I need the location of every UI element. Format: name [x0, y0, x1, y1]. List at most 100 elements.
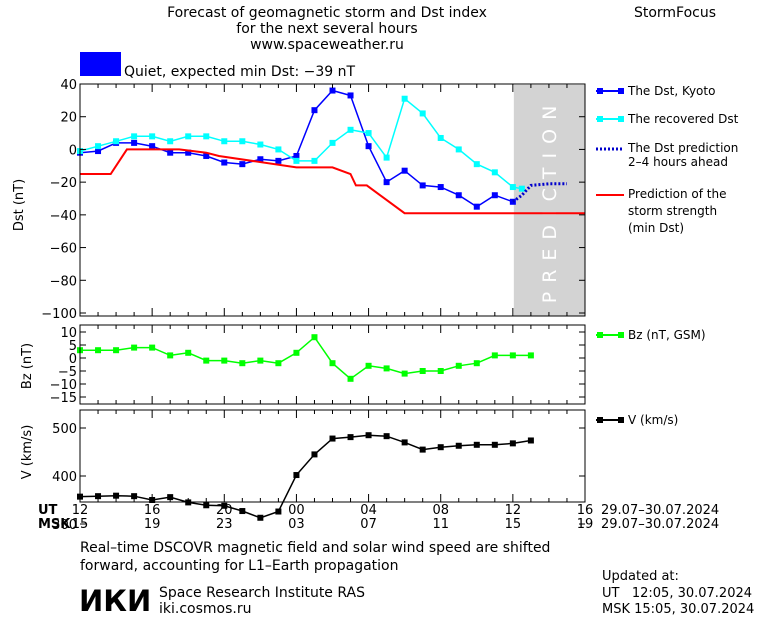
ut-tick-label: 08	[432, 503, 449, 518]
legend-storm-strength-line-2: storm strength	[628, 204, 717, 218]
ut-tick-label: 16	[577, 503, 594, 518]
data-point	[95, 493, 102, 500]
institute-site: iki.cosmos.ru	[159, 601, 251, 617]
y-tick-label: −80	[50, 274, 77, 289]
footer-note-line-2: forward, accounting for L1–Earth propaga…	[80, 558, 399, 574]
y-tick-label: 10	[60, 326, 77, 341]
data-point	[257, 514, 264, 521]
updated-label: Updated at:	[602, 569, 679, 584]
data-point	[167, 494, 174, 501]
data-point	[149, 143, 156, 150]
data-point	[275, 508, 282, 515]
legend-recovered-dst: The recovered Dst	[596, 112, 739, 126]
data-point	[437, 444, 444, 451]
series-line-the-dst-prediction	[512, 182, 567, 204]
y-tick-label: 5	[69, 339, 77, 354]
data-point	[527, 437, 534, 444]
series-line-bz-nt-gsm-	[80, 336, 531, 380]
data-point	[257, 357, 264, 364]
data-point	[419, 368, 426, 374]
data-point	[239, 508, 246, 515]
data-point	[293, 152, 300, 159]
data-point	[419, 182, 426, 189]
ut-tick-label: 12	[72, 503, 89, 518]
data-point	[257, 156, 264, 163]
data-point	[473, 360, 480, 367]
y-tick-label: 0	[69, 352, 77, 367]
data-point	[401, 95, 408, 102]
data-point	[365, 143, 372, 150]
y-tick-label: −20	[50, 176, 77, 191]
data-point	[203, 502, 210, 509]
msk-tick-label: 23	[216, 517, 233, 532]
data-point	[293, 349, 300, 356]
data-point	[401, 439, 408, 446]
data-point	[473, 203, 480, 210]
data-point	[509, 198, 516, 205]
data-point	[293, 157, 300, 164]
msk-date-range: 29.07–30.07.2024	[601, 517, 719, 532]
data-point	[509, 352, 516, 359]
data-point	[473, 161, 480, 168]
legend-dst-prediction: The Dst prediction 2–4 hours ahead	[596, 141, 738, 169]
dst-axis-title: Dst (nT)	[12, 179, 27, 231]
ut-tick-label: 00	[288, 503, 305, 518]
data-point	[329, 139, 336, 146]
data-point	[347, 375, 354, 382]
data-point	[509, 440, 516, 447]
prediction-label: PREDICTION	[539, 97, 561, 304]
legend-storm-strength-line-1: Prediction of the	[628, 187, 727, 201]
data-point	[347, 92, 354, 99]
data-point	[131, 139, 138, 146]
msk-tick-label: 15	[505, 517, 522, 532]
data-point	[509, 184, 516, 191]
iki-logo: ИКИ	[79, 584, 151, 618]
data-point	[275, 157, 282, 164]
legend: The Dst, Kyoto The recovered Dst The Dst…	[596, 84, 739, 427]
data-point	[419, 446, 426, 453]
data-point	[437, 368, 444, 374]
legend-dst-kyoto: The Dst, Kyoto	[596, 84, 715, 98]
legend-recovered-dst-label: The recovered Dst	[627, 112, 739, 126]
msk-tick-label: 07	[360, 517, 377, 532]
data-point	[527, 352, 534, 359]
legend-storm-strength: Prediction of the storm strength (min Ds…	[596, 187, 727, 235]
y-tick-label: −10	[50, 378, 77, 393]
data-point	[239, 360, 246, 367]
data-point	[365, 362, 372, 369]
data-point	[491, 169, 498, 176]
data-point	[347, 434, 354, 441]
data-point	[221, 159, 228, 166]
title-line-2: for the next several hours	[236, 21, 417, 37]
data-point	[185, 133, 192, 140]
data-point	[239, 161, 246, 168]
data-point	[221, 502, 228, 509]
legend-dst-prediction-line-2: 2–4 hours ahead	[628, 155, 728, 169]
data-point	[365, 130, 372, 137]
msk-tick-label: 11	[432, 517, 449, 532]
data-point	[491, 352, 498, 359]
legend-v-label: V (km/s)	[628, 413, 678, 427]
data-point	[113, 492, 120, 499]
data-point	[149, 344, 156, 351]
data-point	[329, 360, 336, 367]
prediction-region	[513, 85, 585, 316]
bz-axis-title: Bz (nT)	[20, 343, 35, 389]
y-tick-label: 40	[60, 78, 77, 93]
institute-name: Space Research Institute RAS	[159, 585, 365, 601]
data-point	[131, 344, 138, 351]
data-point	[455, 192, 462, 199]
legend-dst-prediction-line-1: The Dst prediction	[627, 141, 738, 155]
data-point	[113, 347, 120, 354]
ut-label: UT	[38, 503, 58, 518]
data-point	[401, 167, 408, 174]
data-point	[167, 138, 174, 145]
data-point	[473, 441, 480, 448]
data-point	[518, 185, 525, 192]
msk-tick-label: 03	[288, 517, 305, 532]
ut-date-range: 29.07–30.07.2024	[601, 503, 719, 518]
ut-tick-label: 20	[216, 503, 233, 518]
data-point	[311, 451, 318, 458]
data-point	[455, 442, 462, 449]
